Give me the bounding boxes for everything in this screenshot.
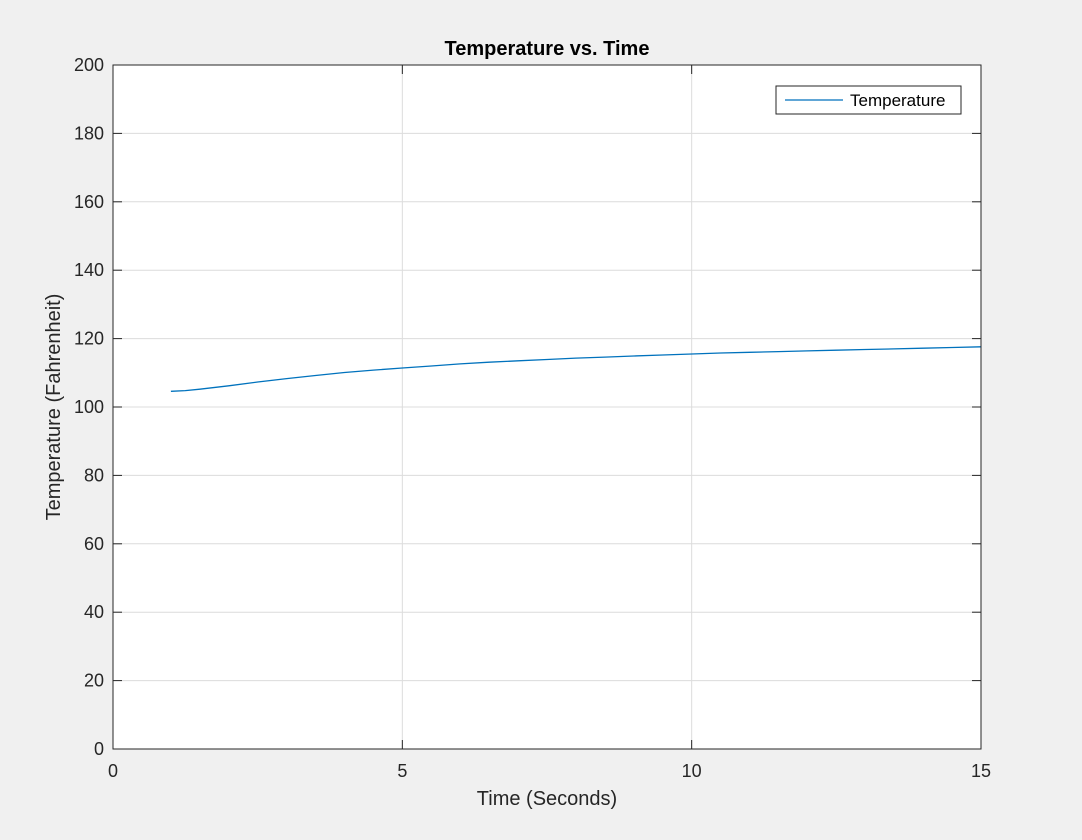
x-axis-label: Time (Seconds) xyxy=(477,788,617,810)
y-tick-label: 160 xyxy=(74,192,104,212)
x-tick-label: 0 xyxy=(108,761,118,781)
x-tick-labels: 0 5 10 15 xyxy=(108,761,991,781)
legend-entry-label: Temperature xyxy=(850,91,945,110)
y-axis-label: Temperature (Fahrenheit) xyxy=(43,294,65,521)
x-tick-label: 10 xyxy=(682,761,702,781)
series-lines xyxy=(170,346,982,392)
y-tick-label: 180 xyxy=(74,123,104,143)
y-tick-label: 200 xyxy=(74,55,104,75)
x-tick-label: 15 xyxy=(971,761,991,781)
y-tick-label: 100 xyxy=(74,397,104,417)
y-tick-label: 140 xyxy=(74,260,104,280)
plot-frame xyxy=(112,64,982,750)
y-tick-label: 120 xyxy=(74,329,104,349)
y-tick-label: 40 xyxy=(84,602,104,622)
legend: Temperature xyxy=(775,85,962,115)
y-tick-labels: 0 20 40 60 80 100 120 140 160 180 200 xyxy=(74,55,104,759)
chart-title: Temperature vs. Time xyxy=(445,38,650,60)
y-tick-label: 60 xyxy=(84,534,104,554)
y-tick-label: 80 xyxy=(84,465,104,485)
y-tick-label: 0 xyxy=(94,739,104,759)
x-tick-label: 5 xyxy=(397,761,407,781)
series-line-temperature xyxy=(170,346,982,392)
y-tick-label: 20 xyxy=(84,671,104,691)
